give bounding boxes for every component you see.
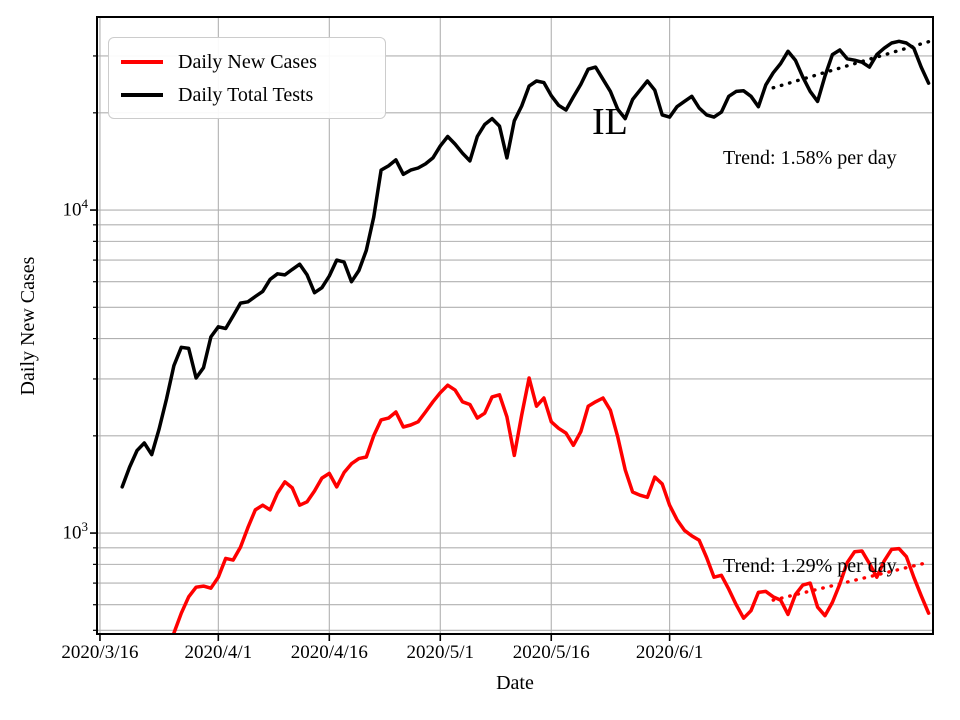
red-line-swatch — [121, 59, 163, 64]
black-line-swatch — [121, 92, 163, 97]
x-tick-label: 2020/6/1 — [635, 642, 704, 663]
y-tick-label: 104 — [62, 196, 89, 221]
x-tick-label: 2020/4/16 — [290, 642, 368, 663]
x-axis-label: Date — [496, 672, 534, 694]
tests-trend-dotted-line — [771, 40, 931, 90]
x-tick-label: 2020/5/16 — [512, 642, 590, 663]
y-axis-label: Daily New Cases — [17, 256, 39, 396]
legend-label: Daily Total Tests — [178, 83, 314, 106]
legend-item-daily-new-cases: Daily New Cases — [119, 45, 375, 78]
tests-trend-label: Trend: 1.58% per day — [723, 147, 897, 169]
x-tick-label: 2020/3/16 — [61, 642, 139, 663]
series-line-daily-total-tests — [120, 39, 931, 489]
legend-item-daily-total-tests: Daily Total Tests — [119, 78, 375, 111]
cases-trend-dotted-line — [771, 560, 931, 602]
legend-label: Daily New Cases — [178, 50, 317, 73]
legend: Daily New Cases Daily Total Tests — [108, 37, 386, 119]
x-tick-label: 2020/5/1 — [406, 642, 475, 663]
plot-border — [96, 16, 934, 635]
y-tick-label: 103 — [62, 519, 89, 544]
series-line-daily-new-cases — [171, 376, 931, 634]
x-tick-label: 2020/4/1 — [184, 642, 253, 663]
cases-trend-label: Trend: 1.29% per day — [723, 555, 897, 577]
region-annotation: IL — [592, 101, 628, 143]
